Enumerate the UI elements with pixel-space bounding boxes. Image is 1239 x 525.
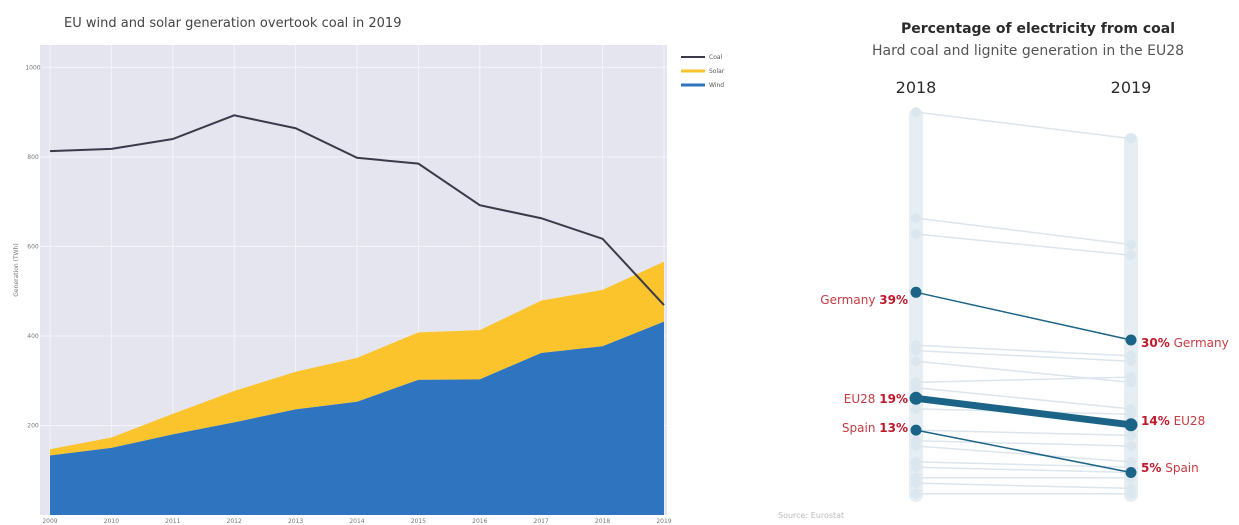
legend-wind-label: Wind <box>709 82 724 89</box>
label-germany-2018-name: Germany <box>820 293 875 307</box>
right-chart-title: Percentage of electricity from coal <box>901 21 1175 37</box>
label-spain-2018-name: Spain <box>842 421 876 435</box>
dot-bg-2019-2 <box>1126 250 1136 261</box>
area-wind <box>50 321 664 515</box>
x-tick-label-5: 2014 <box>349 518 364 525</box>
x-tick-label-2: 2011 <box>165 518 180 525</box>
area-solar <box>50 261 664 456</box>
y-tick-label-0: 200 <box>27 422 39 429</box>
slope-line-bg-4 <box>915 349 1132 362</box>
dot-bg-2018-15 <box>911 478 921 489</box>
dot-spain-2018 <box>910 424 922 436</box>
label-germany-2019: 30% Germany <box>1141 336 1229 350</box>
dot-bg-2019-4 <box>1126 356 1136 367</box>
label-spain-2018: Spain 13% <box>842 421 908 435</box>
dot-bg-2019-9 <box>1126 430 1136 441</box>
slope-line-bg-2 <box>915 233 1132 256</box>
dot-bg-2019-0 <box>1126 133 1136 144</box>
dot-germany-2018 <box>910 286 922 298</box>
dot-bg-2018-11 <box>911 441 921 451</box>
label-eu28-2019-value: 14% <box>1141 414 1170 428</box>
left-chart-title: EU wind and solar generation overtook co… <box>64 16 401 31</box>
label-eu28-2019: 14% EU28 <box>1141 414 1205 428</box>
dot-bg-2018-0 <box>911 107 921 118</box>
x-tick-label-10: 2019 <box>656 518 671 525</box>
dot-bg-2019-1 <box>1126 239 1136 250</box>
dot-bg-2019-6 <box>1126 372 1136 383</box>
dot-bg-2018-5 <box>911 356 921 367</box>
x-tick-label-6: 2015 <box>411 518 426 525</box>
slope-line-bg-9 <box>915 429 1132 437</box>
x-tick-label-4: 2013 <box>288 518 303 525</box>
label-spain-2019-name: Spain <box>1165 461 1199 475</box>
y-tick-label-4: 1000 <box>25 64 40 71</box>
x-tick-label-0: 2009 <box>42 518 57 525</box>
legend-solar-label: Solar <box>709 68 725 75</box>
x-tick-label-3: 2012 <box>227 518 242 525</box>
year-2019-header: 2019 <box>1111 78 1152 97</box>
dot-bg-2018-8 <box>911 403 921 414</box>
dot-bg-2018-7 <box>911 382 921 393</box>
label-germany-2018-value: 39% <box>879 293 908 307</box>
dot-bg-2018-4 <box>911 345 921 356</box>
label-eu28-2018-name: EU28 <box>844 392 876 406</box>
dot-bg-2018-16 <box>911 488 921 499</box>
dot-eu28-2019 <box>1124 418 1138 432</box>
line-coal <box>49 114 665 306</box>
slope-line-bg-5 <box>915 360 1132 384</box>
label-germany-2019-value: 30% <box>1141 336 1170 350</box>
label-germany-2019-name: Germany <box>1174 336 1229 350</box>
label-spain-2019-value: 5% <box>1141 461 1161 475</box>
slope-line-bg-11 <box>915 445 1132 463</box>
dot-bg-2018-13 <box>911 462 921 473</box>
dot-bg-2018-2 <box>911 229 921 239</box>
y-tick-label-2: 600 <box>27 243 39 250</box>
left-area-series <box>49 114 665 515</box>
source-note: Source: Eurostat <box>778 511 844 520</box>
label-eu28-2018-value: 19% <box>879 392 908 406</box>
slope-line-bg-12 <box>915 461 1132 468</box>
dot-bg-2019-8 <box>1126 409 1136 420</box>
left-legend: Coal Solar Wind <box>681 54 725 89</box>
label-eu28-2018: EU28 19% <box>844 392 908 406</box>
slope-line-bg-0 <box>915 111 1132 140</box>
slope-line-bg-15 <box>915 482 1132 490</box>
right-chart-subtitle: Hard coal and lignite generation in the … <box>872 43 1184 59</box>
dot-bg-2019-10 <box>1126 441 1136 451</box>
slope-line-germany <box>915 291 1132 341</box>
slope-line-bg-7 <box>915 386 1132 410</box>
slope-line-eu28 <box>915 394 1132 429</box>
slope-line-spain <box>915 429 1132 474</box>
label-germany-2018: Germany 39% <box>820 293 908 307</box>
legend-coal-label: Coal <box>709 54 723 61</box>
left-x-axis: 2009 2010 2011 2012 2013 2014 2015 2016 2017 2018… <box>42 518 671 525</box>
slope-line-bg-13 <box>915 466 1132 474</box>
dot-bg-2018-1 <box>911 213 921 224</box>
dot-germany-2019 <box>1125 334 1137 346</box>
dot-spain-2019 <box>1125 467 1137 478</box>
x-tick-label-8: 2017 <box>534 518 549 525</box>
y-tick-label-3: 800 <box>27 154 39 161</box>
year-2018-header: 2018 <box>896 78 937 97</box>
slope-line-bg-10 <box>915 439 1132 447</box>
x-tick-label-9: 2018 <box>595 518 610 525</box>
slope-lines <box>909 107 1138 499</box>
left-y-axis-title: Generation (TWh) <box>13 243 20 296</box>
right-chart: Percentage of electricity from coal Hard… <box>778 21 1229 520</box>
slope-line-bg-6 <box>915 376 1132 384</box>
label-spain-2019: 5% Spain <box>1141 461 1199 475</box>
slope-line-bg-3 <box>915 344 1132 357</box>
label-eu28-2019-name: EU28 <box>1174 414 1206 428</box>
label-spain-2018-value: 13% <box>879 421 908 435</box>
y-tick-label-1: 400 <box>27 333 39 340</box>
slope-line-bg-1 <box>915 217 1132 246</box>
left-chart: EU wind and solar generation overtook co… <box>13 16 725 525</box>
dot-bg-2019-16 <box>1126 488 1136 499</box>
x-tick-label-1: 2010 <box>104 518 119 525</box>
left-y-axis: 200 400 600 800 1000 <box>25 64 40 429</box>
dot-eu28-2018 <box>909 391 923 405</box>
x-tick-label-7: 2016 <box>472 518 487 525</box>
